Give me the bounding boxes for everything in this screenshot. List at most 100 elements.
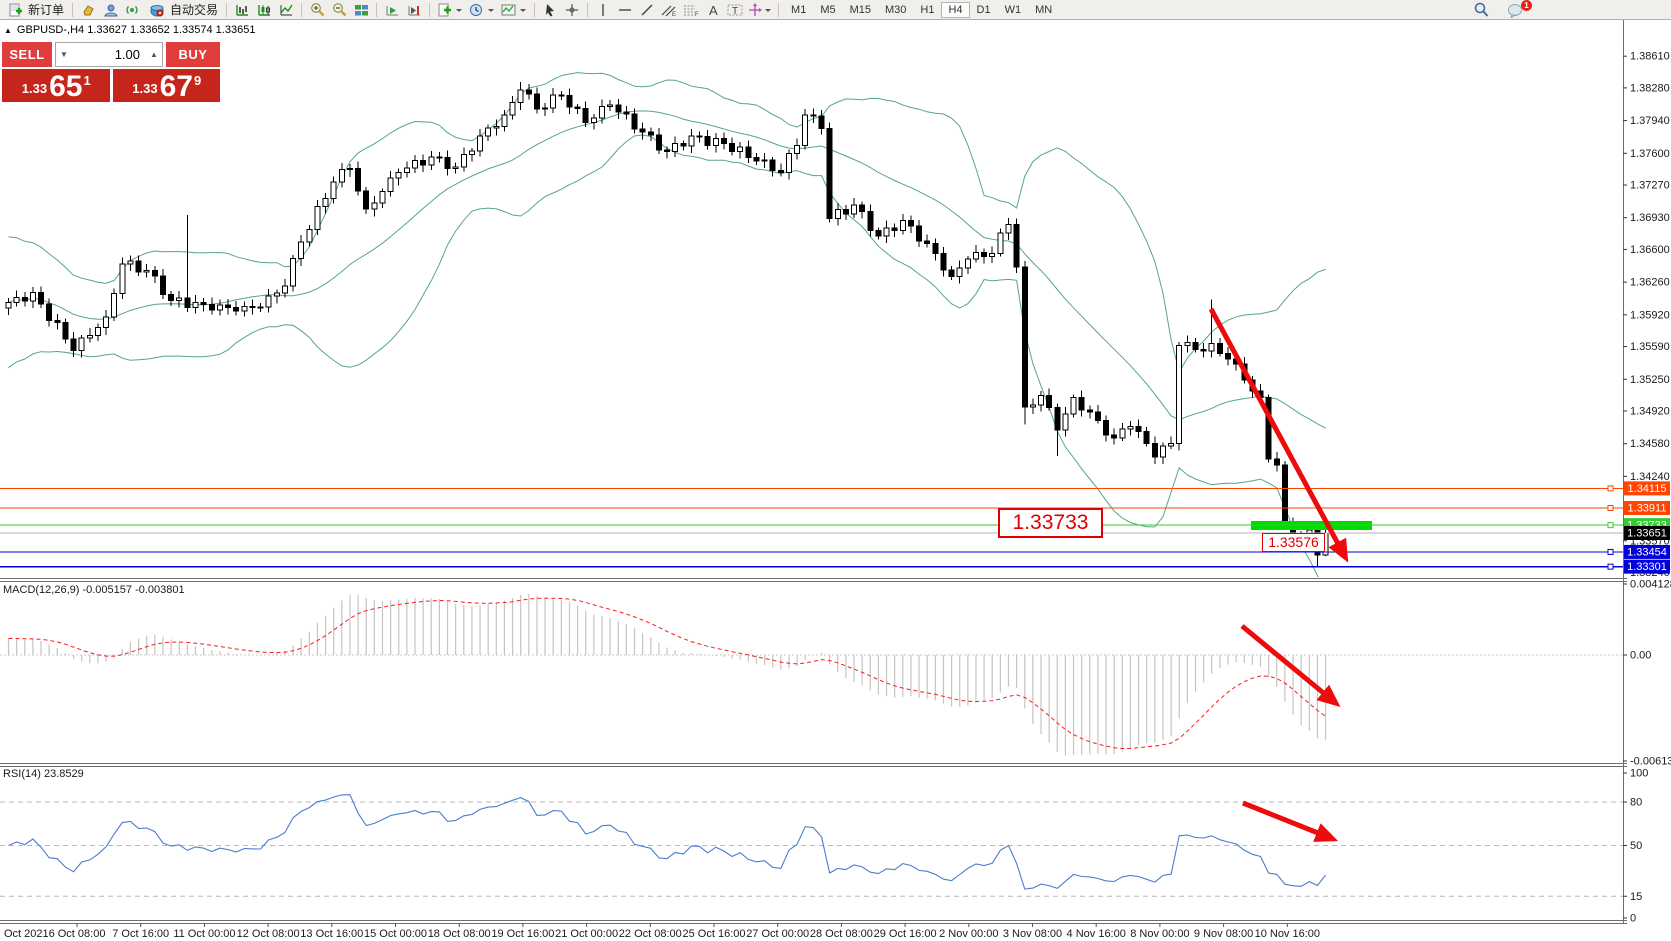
bar-chart-icon[interactable] — [232, 1, 252, 19]
svg-text:E: E — [672, 12, 676, 17]
sell-button[interactable]: SELL — [2, 42, 52, 67]
svg-text:1.37270: 1.37270 — [1630, 180, 1670, 192]
svg-text:0: 0 — [1630, 913, 1636, 925]
sell-price[interactable]: 1.33 65 1 — [2, 69, 110, 102]
timeframe-H4[interactable]: H4 — [941, 1, 970, 18]
horizontal-line-1.33454[interactable]: 1.33454 — [0, 544, 1670, 559]
buy-price[interactable]: 1.33 67 9 — [112, 69, 220, 102]
toolbar-separator — [226, 2, 228, 17]
toolbar-separator — [587, 2, 589, 17]
svg-text:28 Oct 08:00: 28 Oct 08:00 — [810, 928, 873, 940]
candlestick-chart-icon[interactable] — [254, 1, 274, 19]
timeframe-M30[interactable]: M30 — [885, 3, 907, 16]
collapse-arrow-icon[interactable]: ▲ — [4, 25, 12, 35]
svg-text:T: T — [732, 6, 738, 17]
svg-text:11 Oct 00:00: 11 Oct 00:00 — [173, 928, 235, 940]
svg-text:1.35590: 1.35590 — [1630, 341, 1670, 353]
timeframe-M5[interactable]: M5 — [820, 3, 836, 16]
svg-text:25 Oct 16:00: 25 Oct 16:00 — [683, 928, 746, 940]
timeframe-MN[interactable]: MN — [1035, 3, 1053, 16]
volume-value[interactable]: 1.00 — [114, 47, 140, 62]
community-icon[interactable] — [100, 1, 120, 19]
new-order-label: 新订单 — [28, 3, 65, 17]
trend-arrow-main[interactable] — [1208, 307, 1349, 563]
auto-scroll-icon[interactable] — [382, 1, 402, 19]
toolbar-separator — [72, 2, 74, 17]
horizontal-line-1.33301[interactable]: 1.33301 — [0, 559, 1670, 574]
new-chart-button[interactable] — [435, 1, 465, 19]
breakdown-price-callout[interactable]: 1.33576 — [1262, 533, 1325, 552]
toolbar-separator — [534, 2, 536, 17]
autotrading-button[interactable]: 自动交易 — [144, 1, 221, 19]
svg-text:15: 15 — [1630, 891, 1642, 903]
svg-text:1.34580: 1.34580 — [1630, 438, 1670, 450]
trendline-tool-icon[interactable] — [637, 1, 657, 19]
toolbar-right-group: 1 — [1471, 0, 1532, 20]
fibonacci-tool-icon[interactable]: F — [681, 1, 701, 19]
search-icon[interactable] — [1471, 1, 1491, 19]
toolbar: 新订单 自动交易 — [0, 0, 1671, 20]
svg-text:1.37940: 1.37940 — [1630, 115, 1670, 127]
svg-text:1.34240: 1.34240 — [1630, 471, 1670, 483]
zoom-in-icon[interactable] — [307, 1, 327, 19]
arrows-tool-button[interactable] — [747, 1, 773, 19]
chart-shift-icon[interactable] — [404, 1, 424, 19]
svg-text:1.35250: 1.35250 — [1630, 374, 1670, 386]
horizontal-line-tool-icon[interactable] — [615, 1, 635, 19]
label-tool-icon[interactable]: T — [725, 1, 745, 19]
macd-signal-line — [8, 597, 1326, 750]
new-order-button[interactable]: 新订单 — [2, 1, 67, 19]
volume-increase-button[interactable]: ▲ — [150, 50, 158, 59]
svg-text:13 Oct 16:00: 13 Oct 16:00 — [300, 928, 363, 940]
svg-text:0.00: 0.00 — [1630, 650, 1651, 662]
trend-arrow-rsi[interactable] — [1242, 800, 1339, 842]
candlestick-series — [5, 82, 1329, 567]
volume-stepper[interactable]: ▼ 1.00 ▲ — [55, 42, 163, 67]
macd-histogram — [7, 593, 1327, 756]
rsi-label: RSI(14) 23.8529 — [3, 768, 84, 780]
timeframe-M1[interactable]: M1 — [791, 3, 807, 16]
cursor-icon[interactable] — [540, 1, 560, 19]
svg-text:29 Oct 16:00: 29 Oct 16:00 — [874, 928, 937, 940]
svg-text:50: 50 — [1630, 840, 1642, 852]
volume-decrease-button[interactable]: ▼ — [60, 50, 68, 59]
line-chart-icon[interactable] — [276, 1, 296, 19]
horizontal-line-1.33911[interactable]: 1.33911 — [0, 501, 1670, 515]
crosshair-icon[interactable] — [562, 1, 582, 19]
timeframe-H1[interactable]: H1 — [920, 3, 935, 16]
svg-text:1.36260: 1.36260 — [1630, 277, 1670, 289]
indicators-button[interactable] — [499, 1, 529, 19]
chart-title: ▲ GBPUSD-,H4 1.33627 1.33652 1.33574 1.3… — [4, 24, 255, 36]
timeframe-D1[interactable]: D1 — [976, 3, 991, 16]
timeframe-W1[interactable]: W1 — [1004, 3, 1022, 16]
svg-text:12 Oct 08:00: 12 Oct 08:00 — [237, 928, 300, 940]
toolbar-separator — [376, 2, 378, 17]
svg-text:22 Oct 08:00: 22 Oct 08:00 — [619, 928, 682, 940]
svg-text:1.33454: 1.33454 — [1627, 546, 1667, 558]
rsi-line — [8, 794, 1326, 890]
pane-borders — [0, 20, 1627, 924]
time-axis: Oct 2021 6 Oct 08:00 7 Oct 16:00 11 Oct 00:… — [4, 923, 1320, 940]
channel-tool-icon[interactable]: E — [659, 1, 679, 19]
svg-text:-0.006132: -0.006132 — [1630, 756, 1671, 768]
tile-windows-icon[interactable] — [351, 1, 371, 19]
notifications-icon[interactable]: 1 — [1505, 0, 1532, 19]
svg-text:9 Nov 08:00: 9 Nov 08:00 — [1194, 928, 1253, 940]
horizontal-line-1.34115[interactable]: 1.34115 — [0, 481, 1670, 496]
macd-label: MACD(12,26,9) -0.005157 -0.003801 — [3, 584, 185, 596]
svg-text:1.38610: 1.38610 — [1630, 51, 1670, 63]
text-tool-icon[interactable]: A — [703, 1, 723, 19]
market-icon[interactable] — [78, 1, 98, 19]
svg-text:1.38280: 1.38280 — [1630, 82, 1670, 94]
zoom-out-icon[interactable] — [329, 1, 349, 19]
profiles-button[interactable] — [467, 1, 497, 19]
signals-icon[interactable] — [122, 1, 142, 19]
buy-button[interactable]: BUY — [166, 42, 220, 67]
support-price-callout[interactable]: 1.33733 — [998, 508, 1103, 538]
trend-arrow-macd[interactable] — [1240, 624, 1341, 707]
vertical-line-tool-icon[interactable] — [593, 1, 613, 19]
current-price-line: 1.33651 — [0, 526, 1670, 540]
timeframe-M15[interactable]: M15 — [849, 3, 871, 16]
